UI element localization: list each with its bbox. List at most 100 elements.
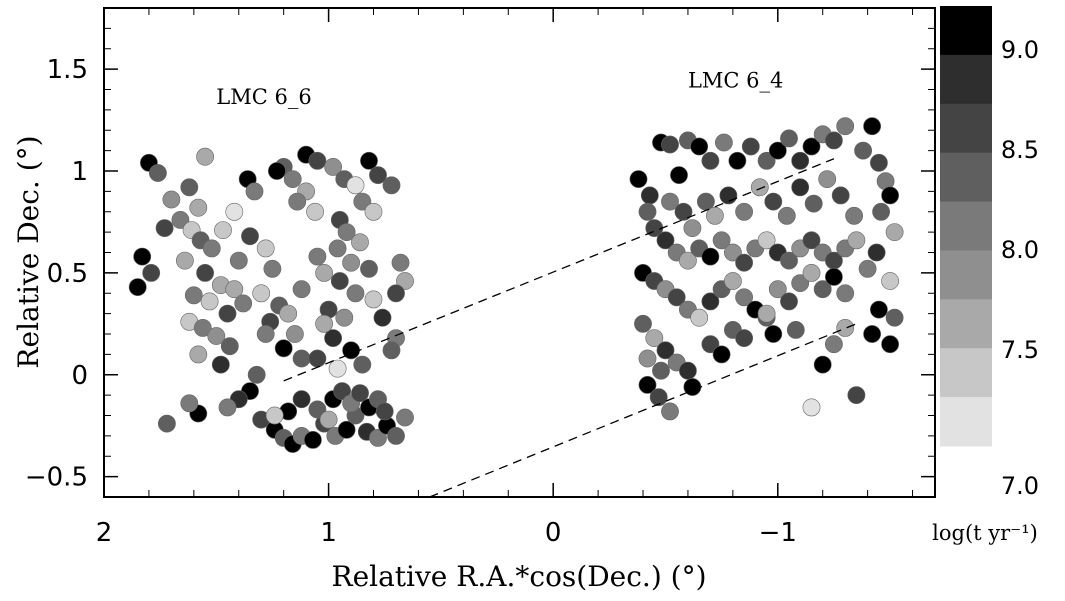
scatter-point [315, 314, 334, 333]
scatter-point [292, 390, 311, 409]
scatter-point [256, 239, 275, 258]
scatter-point [735, 329, 754, 348]
colorbar-tick-label: 7.5 [1001, 336, 1039, 364]
scatter-point [802, 231, 821, 250]
scatter-point [283, 170, 302, 189]
scatter-point [712, 231, 731, 250]
scatter-point [629, 170, 648, 189]
scatter-point [757, 151, 776, 170]
scatter-point [211, 355, 230, 374]
scatter-point [757, 231, 776, 250]
scatter-point [881, 272, 900, 290]
scatter-point [804, 194, 823, 213]
scatter-point [200, 292, 219, 311]
scatter-point [396, 272, 414, 290]
colorbar-title: log(t yr⁻¹) [932, 521, 1038, 545]
scatter-point [180, 178, 199, 197]
scatter-point [189, 198, 208, 217]
scatter-point [701, 247, 720, 266]
scatter-point [396, 408, 414, 427]
scatter-point [825, 267, 843, 286]
scatter-point [712, 345, 731, 364]
colorbar-swatch [940, 6, 992, 56]
scatter-point [346, 284, 365, 303]
scatter-point [337, 420, 356, 439]
scatter-point [701, 292, 720, 311]
scatter-point [802, 137, 821, 156]
colorbar-swatch [940, 54, 992, 105]
scatter-point [652, 361, 670, 380]
scatter-point [193, 318, 212, 337]
scatter-point [292, 349, 311, 368]
scatter-point [330, 272, 349, 290]
scatter-point [674, 202, 693, 221]
scatter-point [768, 141, 787, 160]
scatter-point [667, 288, 686, 307]
scatter-point [634, 314, 652, 333]
scatter-point [360, 259, 378, 278]
annotation-label: LMC 6_6 [216, 85, 311, 109]
scatter-point [881, 186, 900, 205]
scatter-point [308, 400, 327, 419]
scatter-point [252, 284, 271, 303]
scatter-point [180, 394, 199, 413]
scatter-point [638, 349, 657, 368]
scatter-point [256, 325, 275, 343]
scatter-point [265, 406, 284, 425]
scatter-point [387, 426, 405, 445]
scatter-point [225, 202, 244, 221]
scatter-point [308, 349, 327, 368]
scatter-point [645, 329, 664, 348]
scatter-point [735, 253, 754, 272]
scatter-point [715, 133, 733, 152]
scatter-point [382, 176, 401, 195]
scatter-point [640, 186, 659, 205]
scatter-point [315, 263, 334, 282]
scatter-point [818, 170, 837, 189]
annotations: LMC 6_6 LMC 6_4 [216, 68, 783, 108]
scatter-point [245, 182, 264, 201]
scatter-point [247, 365, 266, 384]
x-tick-label: 2 [96, 518, 113, 548]
scatter-point [858, 259, 877, 278]
scatter-point [342, 253, 361, 272]
scatter-point [638, 202, 657, 221]
scatter-point [802, 398, 821, 417]
colorbar-swatch [940, 103, 992, 154]
scatter-point [764, 325, 783, 343]
scatter-point [780, 129, 798, 148]
colorbar-tick-label: 8.0 [1001, 236, 1039, 264]
scatter-point [214, 221, 232, 240]
scatter-point [863, 117, 882, 136]
scatter-point [133, 247, 152, 266]
scatter-point [175, 251, 194, 270]
scatter-point [274, 339, 293, 358]
scatter-point [189, 345, 208, 364]
scatter-point [872, 202, 891, 221]
scatter-point [728, 151, 747, 170]
scatter-point [735, 288, 754, 307]
y-tick-label: 1 [71, 157, 88, 187]
scatter-point [735, 202, 754, 221]
scatter-point [324, 329, 343, 348]
scatter-point [196, 263, 215, 282]
y-tick-label: 1.5 [47, 55, 88, 85]
scatter-point [701, 151, 720, 170]
scatter-point [831, 186, 850, 205]
colorbar-tick-label: 7.0 [1001, 472, 1039, 500]
scatter-point [870, 300, 888, 319]
scatter-point [764, 192, 783, 211]
scatter-point [328, 239, 347, 258]
colorbar-swatch [940, 152, 992, 203]
scatter-point [369, 166, 387, 185]
colorbar-swatch [940, 250, 992, 300]
scatter-point [353, 355, 372, 374]
scatter-point [724, 243, 742, 262]
scatter-point [701, 335, 720, 354]
scatter-point [825, 335, 843, 354]
scatter-point [847, 231, 866, 250]
scatter-point [750, 178, 769, 197]
scatter-point [184, 286, 203, 305]
scatter-point [218, 304, 237, 323]
